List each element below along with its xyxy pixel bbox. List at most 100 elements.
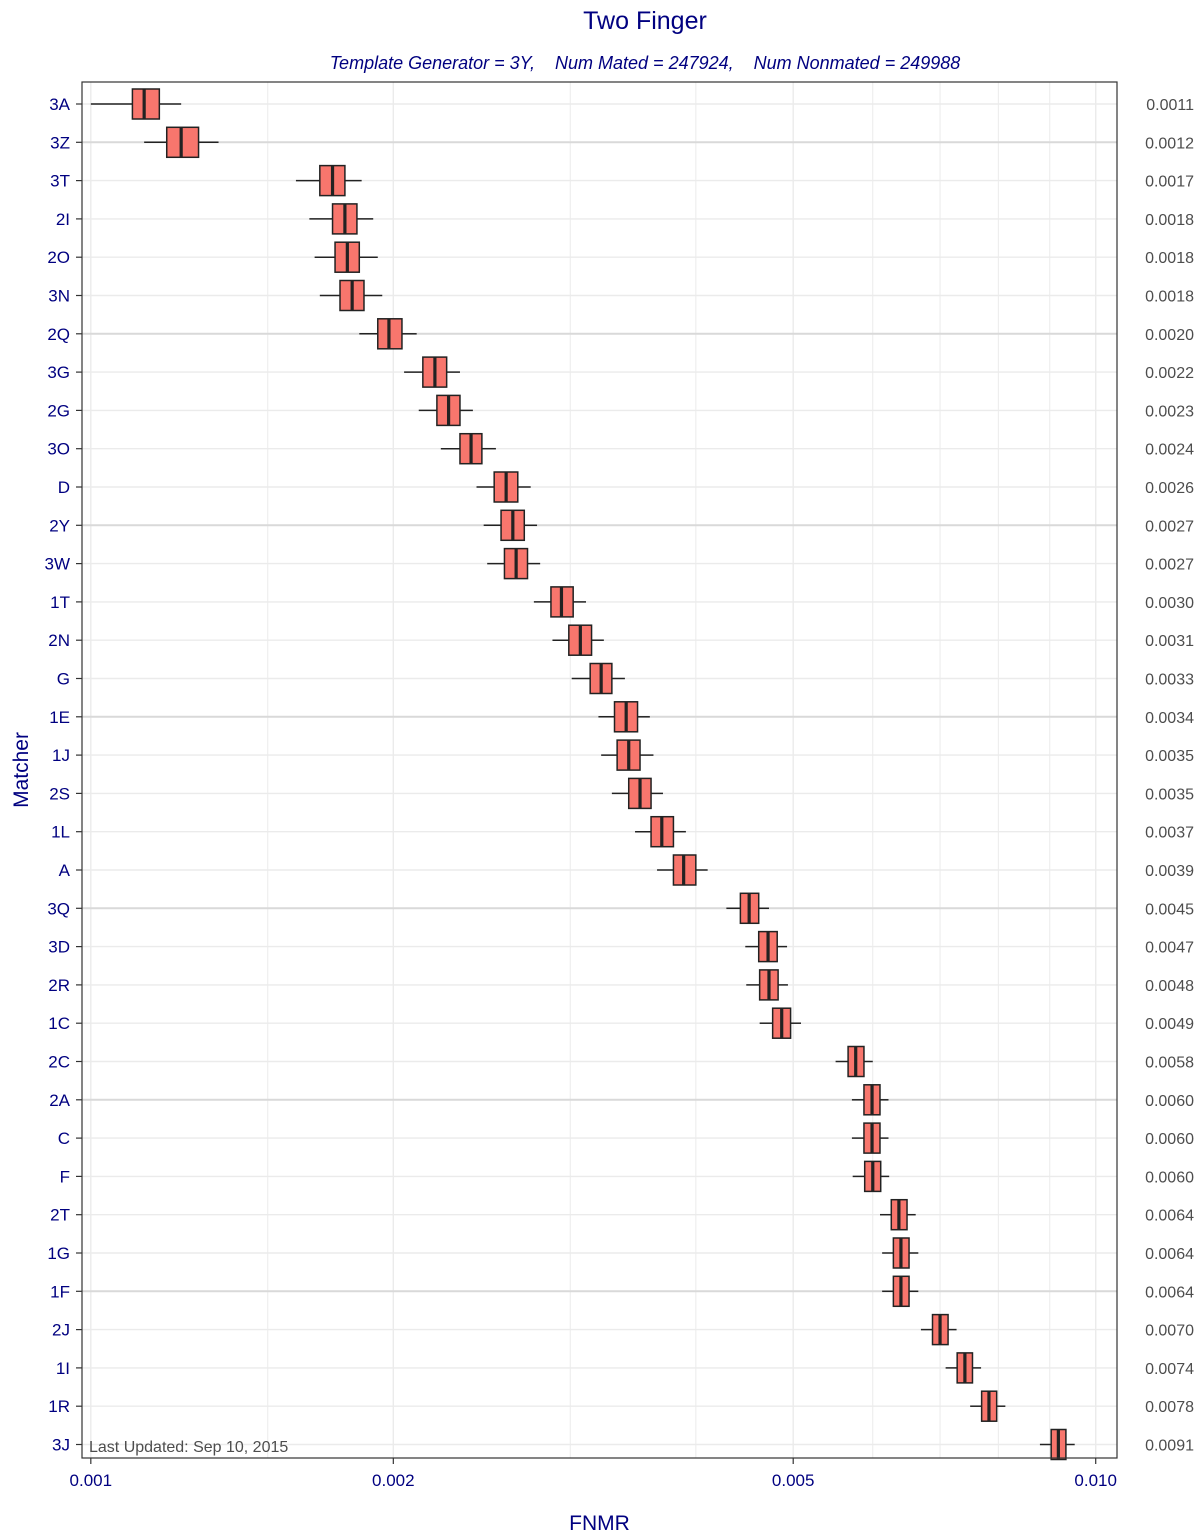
- box-g: [571, 662, 625, 695]
- box-2j: [920, 1313, 957, 1346]
- box-1j: [601, 739, 654, 771]
- y-tick-label: 2Q: [47, 325, 70, 344]
- y-tick-label: F: [60, 1167, 70, 1186]
- median-value-label: 0.0064: [1145, 1208, 1194, 1225]
- x-tick-label: 0.001: [70, 1471, 113, 1490]
- median-value-label: 0.0039: [1145, 863, 1194, 880]
- median-value-label: 0.0022: [1145, 365, 1194, 382]
- x-axis-label: FNMR: [569, 1512, 630, 1535]
- y-tick-label: 1G: [47, 1244, 70, 1263]
- y-tick-label: 3W: [45, 555, 71, 574]
- median-value-label: 0.0020: [1145, 327, 1194, 344]
- median-value-label: 0.0074: [1145, 1361, 1194, 1378]
- box-series: [90, 88, 1075, 1461]
- x-tick-label: 0.010: [1074, 1471, 1117, 1490]
- y-tick-label: 2A: [49, 1091, 70, 1110]
- grid-major: [82, 82, 1117, 1458]
- y-tick-label: 1F: [50, 1282, 70, 1301]
- box-1c: [759, 1007, 801, 1039]
- box-c: [851, 1122, 889, 1154]
- median-value-label: 0.0047: [1145, 940, 1194, 957]
- median-value-label: 0.0064: [1145, 1284, 1194, 1301]
- box-f: [852, 1160, 890, 1193]
- median-value-label: 0.0078: [1145, 1399, 1194, 1416]
- median-value-label: 0.0048: [1145, 978, 1194, 995]
- y-tick-label: 2G: [47, 401, 70, 420]
- median-value-label: 0.0058: [1145, 1055, 1194, 1072]
- box-3t: [295, 164, 362, 197]
- box-1f: [882, 1275, 919, 1308]
- y-tick-label: 2R: [48, 976, 70, 995]
- median-value-label: 0.0035: [1145, 786, 1194, 803]
- box-2g: [418, 394, 473, 427]
- box-1i: [945, 1352, 982, 1384]
- box-2a: [851, 1084, 889, 1116]
- median-value-label: 0.0031: [1145, 633, 1194, 650]
- median-value-label: 0.0064: [1145, 1246, 1194, 1263]
- median-value-label: 0.0045: [1145, 901, 1194, 918]
- y-tick-label: 3A: [49, 95, 70, 114]
- x-tick-label: 0.002: [372, 1471, 415, 1490]
- median-value-label: 0.0091: [1145, 1438, 1194, 1455]
- y-tick-label: C: [58, 1129, 70, 1148]
- median-value-label: 0.0030: [1145, 595, 1194, 612]
- y-tick-label: 3D: [48, 938, 70, 957]
- median-value-label: 0.0026: [1145, 480, 1194, 497]
- box-3d: [745, 930, 788, 963]
- box-3w: [487, 547, 541, 580]
- y-tick-label: 2Y: [49, 516, 70, 535]
- box-a: [657, 854, 708, 886]
- y-tick-label: 3J: [52, 1436, 70, 1455]
- box-2q: [359, 318, 417, 350]
- median-value-label: 0.0011: [1146, 97, 1194, 114]
- y-tick-label: 2S: [49, 784, 70, 803]
- y-tick-label: 1C: [48, 1014, 70, 1033]
- box-1e: [598, 701, 650, 733]
- box-iqr: [131, 88, 161, 120]
- median-value-label: 0.0034: [1145, 710, 1194, 727]
- y-tick-label: 3Q: [47, 899, 70, 918]
- box-3q: [726, 892, 769, 925]
- y-tick-label: 1T: [50, 593, 70, 612]
- y-tick-label: 2N: [48, 631, 70, 650]
- box-3o: [440, 432, 496, 465]
- box-2i: [309, 203, 374, 235]
- median-value-label: 0.0012: [1145, 135, 1194, 152]
- median-value-label: 0.0060: [1145, 1093, 1194, 1110]
- y-tick-label: 1I: [56, 1359, 70, 1378]
- chart-title: Two Finger: [583, 7, 707, 35]
- median-value-label: 0.0018: [1145, 289, 1194, 306]
- median-value-label: 0.0018: [1145, 212, 1194, 229]
- box-d: [476, 471, 531, 503]
- median-value-label: 0.0023: [1145, 403, 1194, 420]
- median-value-label: 0.0037: [1145, 825, 1194, 842]
- plot-background: [82, 82, 1117, 1458]
- median-value-label: 0.0033: [1145, 672, 1194, 689]
- y-tick-label: D: [58, 478, 70, 497]
- y-axis-ticks: 3A 3Z 3T 2I 2O 3N 2Q 3G 2G 3O D 2Y 3W 1T 2N G 1E 1J 2S 1L A 3…: [45, 95, 82, 1455]
- box-3n: [319, 279, 383, 312]
- box-3z: [144, 126, 219, 159]
- plot-border: [81, 81, 1118, 1459]
- y-tick-label: 2I: [56, 210, 70, 229]
- y-tick-label: 3Z: [50, 133, 70, 152]
- median-value-label: 0.0027: [1145, 557, 1194, 574]
- median-value-label: 0.0017: [1145, 174, 1194, 191]
- y-tick-label: 2J: [52, 1321, 70, 1340]
- box-1t: [533, 586, 586, 618]
- x-axis-ticks: 0.001 0.002 0.005 0.010: [70, 1458, 1117, 1490]
- median-value-label: 0.0060: [1145, 1169, 1194, 1186]
- y-tick-label: 1R: [48, 1397, 70, 1416]
- y-tick-label: 3G: [47, 363, 70, 382]
- chart-subtitle: Template Generator = 3Y, Num Mated = 247…: [330, 53, 961, 73]
- box-1r: [970, 1390, 1006, 1422]
- median-value-labels: 0.0011 0.0012 0.0017 0.0018 0.0018 0.0018 0.00…: [1145, 97, 1194, 1455]
- grid-minor: [267, 82, 1051, 1458]
- box-2t: [879, 1198, 916, 1231]
- box-1g: [882, 1237, 919, 1269]
- box-2c: [835, 1045, 873, 1078]
- median-value-label: 0.0049: [1145, 1016, 1194, 1033]
- median-value-label: 0.0027: [1145, 518, 1194, 535]
- box-3g: [404, 356, 460, 388]
